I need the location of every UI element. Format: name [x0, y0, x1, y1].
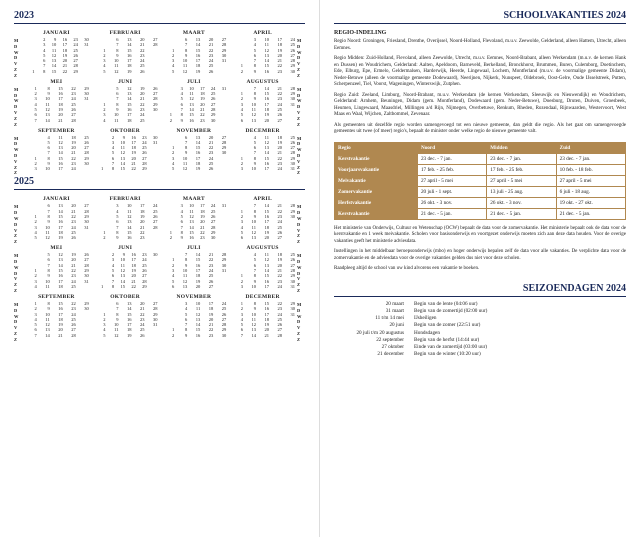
calendar-2023: 2023MDWDVZZJANUARI2916233031017243141118…	[14, 10, 305, 176]
table-header: Zuid	[556, 142, 625, 153]
season-row: 21 decemberBegin van de winter (10:20 uu…	[334, 351, 626, 358]
table-cell: 13 juli - 25 aug.	[487, 186, 556, 197]
table-cell: 21 dec. - 5 jan.	[487, 208, 556, 219]
calendar-2025: 2025MDWDVZZJANUARI6132027714212818152229…	[14, 176, 305, 342]
season-list: 20 maartBegin van de lente (04:06 uur)31…	[334, 301, 626, 359]
table-cell: 10 feb. - 18 feb.	[556, 164, 625, 175]
table-cell: 27 april - 5 mei	[487, 175, 556, 186]
table-cell: 21 dec. - 5 jan.	[556, 208, 625, 219]
table-cell: 23 dec. - 7 jan.	[487, 153, 556, 164]
right-page: SCHOOLVAKANTIES 2024 REGIO-INDELING Regi…	[320, 0, 640, 537]
vacation-table: RegioNoordMiddenZuid Kerstvakantie23 dec…	[334, 142, 626, 220]
table-header: Noord	[417, 142, 486, 153]
note-check: Raadpleeg altijd de school van uw kind a…	[334, 266, 626, 273]
table-rowheader: Kerstvakantie	[335, 208, 418, 219]
table-header: Midden	[487, 142, 556, 153]
table-cell: 27 april - 5 mei	[556, 175, 625, 186]
left-page: 2023MDWDVZZJANUARI2916233031017243141118…	[0, 0, 320, 537]
regio-heading: REGIO-INDELING	[334, 30, 626, 36]
page-title: SCHOOLVAKANTIES 2024	[334, 10, 626, 24]
regio-zuid-text: Regio Zuid: Zeeland, Limburg, Noord-Brab…	[334, 93, 626, 119]
table-cell: 26 okt. - 3 nov.	[487, 197, 556, 208]
table-cell: 17 feb. - 25 feb.	[487, 164, 556, 175]
table-cell: 19 okt. - 27 okt.	[556, 197, 625, 208]
table-cell: 27 april - 5 mei	[417, 175, 486, 186]
regio-noord-text: Regio Noord: Groningen, Friesland, Drent…	[334, 39, 626, 52]
table-cell: 26 okt. - 3 nov.	[417, 197, 486, 208]
season-row: 11 t/m 14 meiIJsheiligen	[334, 315, 626, 322]
season-title: SEIZOENDAGEN 2024	[334, 283, 626, 297]
season-row: 20 juli t/m 20 augustusHondsdagen	[334, 330, 626, 337]
season-row: 31 maartBegin van de zomertijd (02:00 uu…	[334, 308, 626, 315]
table-cell: 23 dec. - 7 jan.	[556, 153, 625, 164]
table-cell: 6 juli - 18 aug.	[556, 186, 625, 197]
table-cell: 21 dec. - 5 jan.	[417, 208, 486, 219]
table-rowheader: Kerstvakantie	[335, 153, 418, 164]
table-rowheader: Voorjaarsvakantie	[335, 164, 418, 175]
table-cell: 17 feb. - 25 feb.	[417, 164, 486, 175]
table-rowheader: Zomervakantie	[335, 186, 418, 197]
note-mbo: Instellingen in het middelbaar beroepson…	[334, 249, 626, 262]
table-header: Regio	[335, 142, 418, 153]
table-rowheader: Meivakantie	[335, 175, 418, 186]
season-row: 20 juniBegin van de zomer (22:51 uur)	[334, 322, 626, 329]
regio-midden-text: Regio Midden: Zuid-Holland, Flevoland, a…	[334, 56, 626, 89]
note-ocw: Het ministerie van Onderwijs, Cultuur en…	[334, 226, 626, 246]
table-cell: 20 juli - 1 sept.	[417, 186, 486, 197]
table-cell: 23 dec. - 7 jan.	[417, 153, 486, 164]
regio-note: Als gemeenten uit dezelfde regio worden …	[334, 123, 626, 136]
table-rowheader: Herfstvakantie	[335, 197, 418, 208]
season-row: 20 maartBegin van de lente (04:06 uur)	[334, 301, 626, 308]
